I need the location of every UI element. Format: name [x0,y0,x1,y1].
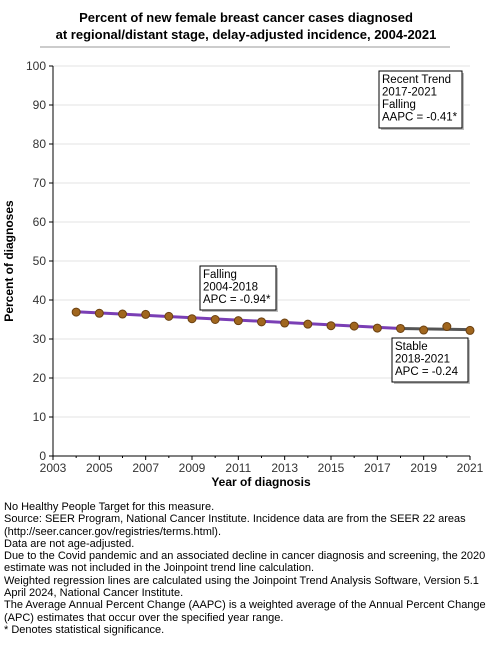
annotation-frame [391,337,469,383]
data-point [233,316,243,326]
trend-line-segment [399,326,472,332]
chart-title-line: at regional/distant stage, delay-adjuste… [56,27,437,42]
x-tick-label: 2003 [40,461,67,475]
footnote: Data are not age-adjusted. [4,537,135,550]
trend-lines [74,310,472,332]
footnote: No Healthy People Target for this measur… [4,501,215,513]
x-tick-label: 2009 [179,461,206,475]
footnote: Source: SEER Program, National Cancer In… [4,513,466,538]
y-axis-label: Percent of diagnoses [2,200,16,322]
annotation-text: Falling [203,269,237,281]
y-tick-label: 60 [33,215,47,229]
data-point [326,321,336,331]
x-tick-label: 2019 [410,461,437,475]
y-tick-label: 100 [26,59,46,73]
annotation-frame [378,70,463,129]
axes: 0 10 20 30 40 50 60 70 80 90 100 2003 2005 2007 2009 20… [26,59,484,475]
chart-title-line: Percent of new female breast cancer case… [79,10,413,25]
annotation-text: Stable [395,341,428,353]
data-point [71,307,81,317]
y-tick-label: 50 [33,254,47,268]
data-point [465,325,475,335]
annotation-text: APC = -0.24 [395,366,459,378]
annotation-text: Recent Trend [382,74,451,86]
y-tick-label: 20 [33,371,47,385]
data-point [141,309,151,319]
footnote: Due to the Covid pandemic and an associa… [4,550,486,575]
x-tick-label: 2021 [457,461,484,475]
annotation-text: 2004-2018 [203,282,258,294]
data-point [257,317,266,327]
data-point [210,315,220,324]
y-tick-label: 10 [33,410,47,424]
x-tick-label: 2005 [86,461,113,475]
x-tick-label: 2015 [318,461,345,475]
x-tick-label: 2011 [225,461,251,475]
annotation-text: AAPC = -0.41* [382,112,458,124]
y-tick-label: 80 [33,137,47,151]
data-point [118,309,127,319]
data-point [187,314,197,324]
data-points [71,307,475,335]
data-point [442,322,452,332]
data-point [419,325,429,335]
data-point [164,311,174,321]
annotation-text: Falling [382,99,416,111]
footnote: Weighted regression lines are calculated… [4,574,479,600]
annotation-text: 2018-2021 [395,354,450,366]
x-tick-label: 2007 [132,461,159,475]
y-tick-label: 0 [39,449,46,463]
footnote: * Denotes statistical significance. [4,623,165,636]
data-point [303,319,313,329]
data-point [349,321,359,331]
footnotes: No Healthy People Target for this measur… [4,501,488,636]
footnote: The Average Annual Percent Change (AAPC)… [4,599,486,624]
data-point [94,308,104,318]
x-tick-label: 2017 [364,461,391,475]
y-tick-label: 70 [33,176,47,190]
annotation-frame [199,265,277,311]
data-point [280,318,290,328]
x-tick-label: 2013 [271,461,298,475]
chart-title: Percent of new female breast cancer case… [56,10,437,42]
data-point [396,323,405,333]
annotation-text: 2017-2021 [382,87,437,99]
data-point [372,323,382,333]
y-tick-label: 40 [33,293,47,307]
y-tick-label: 30 [33,332,47,346]
x-axis-label: Year of diagnosis [211,475,311,489]
chart-svg: Percent of new female breast cancer case… [2,10,484,489]
annotation-text: APC = -0.94* [203,294,271,306]
y-tick-label: 90 [33,98,47,112]
